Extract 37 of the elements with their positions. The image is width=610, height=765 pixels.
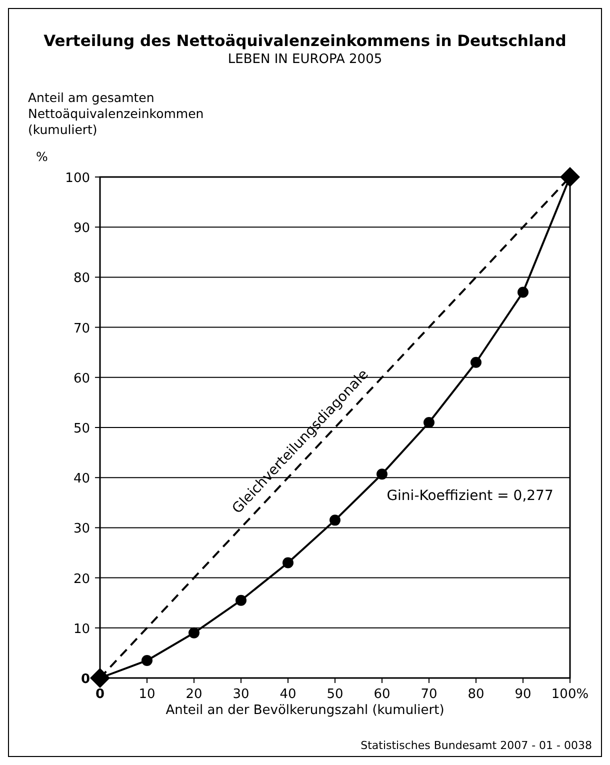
y-tick-label: 100 [65,171,90,186]
point [424,416,434,428]
x-tick-label: 0 [95,687,105,702]
point [142,654,152,666]
y-tick-label: 70 [73,321,90,336]
chart-title: Verteilung des Nettoäquivalenzeinkommens in Deutschland [44,32,566,50]
x-tick-label: 30 [232,687,250,702]
y-tick-label: 0 [80,672,90,687]
y-tick-label: 80 [73,271,90,286]
x-tick-label: 60 [374,687,390,702]
x-tick-label: 10 [138,687,156,702]
chart-subtitle: LEBEN IN EUROPA 2005 [228,52,382,67]
x-tick-label: 40 [280,687,296,702]
y-tick-label: 20 [73,572,90,587]
text: Statistisches Bundesamt 2007 - 01 - 0038 [360,739,592,752]
point [376,468,388,480]
x-tick-label: 70 [420,687,438,702]
point [330,514,340,526]
y-tick-label: 60 [73,371,90,386]
point [282,557,294,568]
annotation: Gini-Koeffizient = 0,277 [386,488,554,504]
point [518,286,528,298]
x-tick-label: 50 [326,687,344,702]
y-tick-label: 40 [73,472,90,487]
y-tick-label: 90 [73,221,90,236]
point [470,356,482,368]
point [188,627,200,638]
x-tick-label: 90 [514,687,532,702]
y-axis-title: Anteil am gesamten Nettoäquivalenzeinkommen (kumuliert) % [28,90,204,164]
y-tick-label: 50 [73,422,90,436]
x-tick-label: 80 [468,687,484,702]
x-axis-title: Anteil an der Bevölkerungszahl (kumuliert) [166,703,444,718]
x-tick-label: 100% [551,687,589,702]
x-tick-label: 20 [186,687,202,702]
y-tick-label: 30 [73,522,90,537]
point [236,594,246,606]
y-tick-label: 10 [73,622,90,637]
